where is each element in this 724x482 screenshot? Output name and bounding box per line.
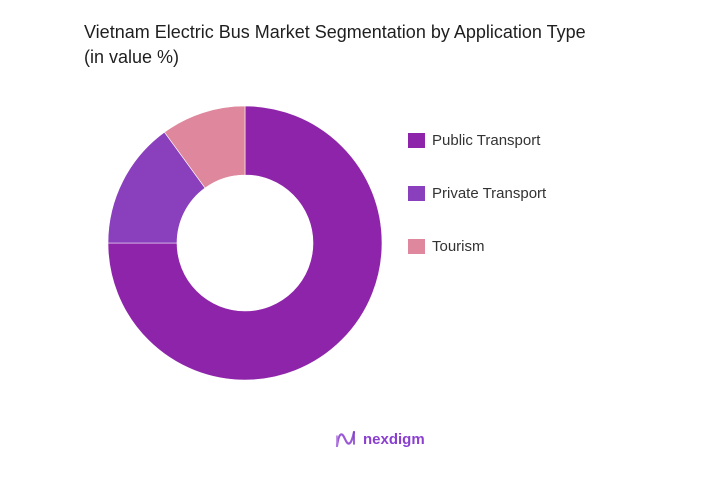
legend-item-public-transport[interactable]: Public Transport — [408, 130, 546, 150]
donut-slice-tourism[interactable] — [164, 105, 246, 189]
chart-title: Vietnam Electric Bus Market Segmentation… — [84, 20, 704, 70]
legend-swatch — [408, 132, 425, 148]
brand-name: nexdigm — [363, 430, 425, 448]
legend-label: Private Transport — [432, 184, 547, 202]
legend-label: Tourism — [432, 237, 485, 255]
chart-title-line2: (in value %) — [84, 47, 180, 67]
brand-logo: nexdigm — [335, 430, 425, 448]
legend-swatch — [408, 185, 425, 201]
nexdigm-wave-logo-icon — [335, 430, 356, 448]
legend-label: Public Transport — [432, 131, 541, 149]
legend-swatch — [408, 238, 425, 254]
legend-item-private-transport[interactable]: Private Transport — [408, 183, 546, 203]
donut-slice-public-transport[interactable] — [107, 105, 383, 381]
chart-legend: Public Transport Private Transport Touri… — [408, 130, 546, 289]
legend-item-tourism[interactable]: Tourism — [408, 236, 546, 256]
chart-title-line1: Vietnam Electric Bus Market Segmentation… — [84, 22, 586, 42]
